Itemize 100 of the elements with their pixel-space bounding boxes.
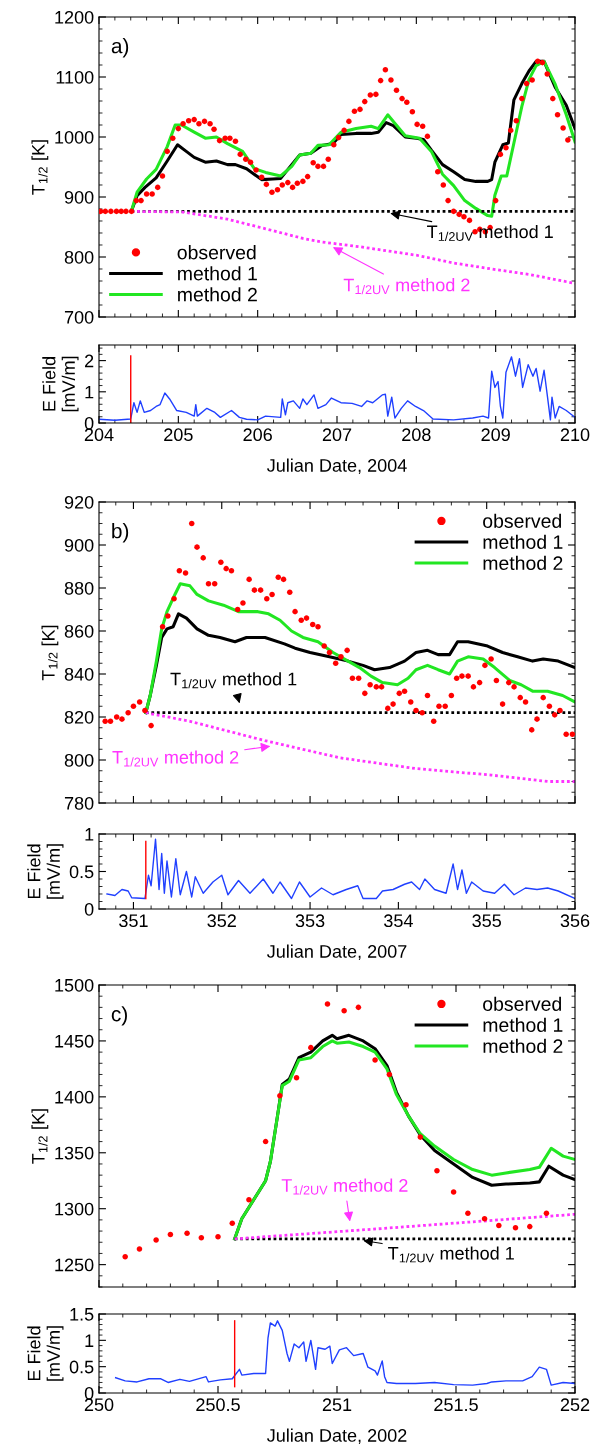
point xyxy=(527,1223,533,1230)
x-tick-label: 356 xyxy=(560,914,590,928)
y-tick-label: 880 xyxy=(64,581,94,595)
legend-label: method 2 xyxy=(483,1038,563,1054)
y-axis-title: E Field [mV/m] xyxy=(27,1326,64,1381)
y-tick-label: 0 xyxy=(84,416,94,430)
point xyxy=(136,1246,143,1252)
x-tick-label: 355 xyxy=(472,914,501,928)
legend-label: method 1 xyxy=(483,534,563,549)
x-tick-label: 205 xyxy=(164,428,193,442)
y-tick-label: 700 xyxy=(64,310,94,324)
line-series xyxy=(106,838,575,900)
point xyxy=(122,1254,128,1260)
line-series xyxy=(114,1320,575,1386)
y-tick-label: 1.5 xyxy=(70,1308,94,1321)
x-tick-label: 210 xyxy=(560,428,590,442)
point xyxy=(215,1233,221,1240)
x-tick-label: 207 xyxy=(322,428,352,442)
legend-label: observed xyxy=(177,245,256,260)
y-axis-title: T$_{1/2}$ [K] xyxy=(31,1109,49,1164)
annotation: b) xyxy=(112,523,129,543)
y-tick-label: 860 xyxy=(64,624,94,638)
y-tick-label: 1250 xyxy=(55,1258,94,1272)
point xyxy=(450,1189,457,1195)
x-tick-label: 206 xyxy=(243,428,272,442)
y-tick-label: 1 xyxy=(85,1334,94,1347)
y-tick-label: 800 xyxy=(64,250,94,264)
point xyxy=(153,1237,159,1243)
annotation: T$_{1/2UV}$ method 2 xyxy=(112,750,239,767)
legend-label: observed xyxy=(483,513,562,528)
annotation: c) xyxy=(111,1006,127,1026)
point xyxy=(465,1210,471,1216)
annotation: T$_{1/2UV}$ method 2 xyxy=(343,278,470,295)
x-tick-label: 251 xyxy=(322,1398,352,1412)
y-tick-label: 920 xyxy=(64,495,94,509)
x-tick-label: 204 xyxy=(84,428,114,442)
annotation: a) xyxy=(111,38,129,58)
y-tick-label: 1 xyxy=(85,828,94,841)
x-tick-label: 250 xyxy=(84,1398,114,1412)
point xyxy=(184,1230,190,1237)
x-axis-title: Julian Date, 2002 xyxy=(267,1428,407,1444)
point xyxy=(543,1210,550,1216)
point xyxy=(481,1215,488,1222)
y-tick-label: 780 xyxy=(64,796,94,810)
x-tick-label: 251.5 xyxy=(434,1398,478,1412)
x-tick-label: 351 xyxy=(119,914,148,928)
y-axis-title: T$_{1/2}$ [K] xyxy=(31,140,49,195)
point xyxy=(324,1001,331,1007)
point xyxy=(167,1231,174,1238)
annotation: T$_{1/2UV}$ method 1 xyxy=(388,1246,514,1263)
y-tick-label: 900 xyxy=(64,538,94,552)
y-tick-label: 800 xyxy=(64,753,94,767)
point xyxy=(403,1101,409,1108)
y-tick-label: 1400 xyxy=(55,1090,94,1104)
y-tick-label: 1300 xyxy=(55,1202,94,1216)
x-tick-label: 250.5 xyxy=(196,1398,240,1412)
x-axis-title: Julian Date, 2004 xyxy=(267,458,407,474)
y-tick-label: 0 xyxy=(84,1386,94,1400)
line-series xyxy=(144,582,575,715)
point xyxy=(341,1007,347,1014)
point xyxy=(277,1092,283,1099)
y-tick-label: 0.5 xyxy=(69,865,94,879)
x-tick-label: 209 xyxy=(481,428,510,442)
point xyxy=(496,1222,502,1229)
point xyxy=(355,1004,362,1011)
x-tick-label: 354 xyxy=(384,914,413,928)
legend-label: method 2 xyxy=(178,287,257,302)
legend-label: method 2 xyxy=(483,555,563,571)
y-tick-label: 2 xyxy=(85,354,94,368)
annotation: T$_{1/2UV}$ method 1 xyxy=(427,224,553,241)
point xyxy=(293,1075,300,1081)
y-tick-label: 0 xyxy=(84,902,94,916)
legend-label: observed xyxy=(483,996,562,1011)
y-tick-label: 1000 xyxy=(55,130,94,144)
y-tick-label: 820 xyxy=(64,710,94,724)
point xyxy=(262,1138,269,1145)
point xyxy=(512,1224,519,1231)
x-tick-label: 252 xyxy=(560,1398,590,1412)
x-tick-label: 208 xyxy=(402,428,431,442)
point xyxy=(308,1044,314,1051)
x-tick-label: 352 xyxy=(207,914,236,928)
x-axis-title: Julian Date, 2007 xyxy=(267,944,407,960)
point xyxy=(386,1071,393,1078)
annotation: T$_{1/2UV}$ method 2 xyxy=(281,1178,408,1195)
y-tick-label: 1 xyxy=(85,385,94,399)
y-axis-title: T$_{1/2}$ [K] xyxy=(41,625,59,681)
legend-label: method 1 xyxy=(178,266,257,281)
x-tick-label: 353 xyxy=(295,914,325,928)
y-tick-label: 1100 xyxy=(56,70,94,84)
point xyxy=(198,1235,205,1241)
y-tick-label: 900 xyxy=(64,190,94,204)
point xyxy=(434,1167,440,1174)
legend-label: method 1 xyxy=(483,1017,563,1032)
y-tick-label: 1350 xyxy=(55,1146,94,1160)
point xyxy=(417,1134,424,1140)
y-axis-title: E Field [mV/m] xyxy=(27,844,64,899)
y-axis-title: E Field [mV/m] xyxy=(42,356,79,412)
y-tick-label: 1450 xyxy=(55,1034,94,1048)
point xyxy=(229,1220,236,1227)
y-tick-label: 0.5 xyxy=(69,1360,94,1374)
